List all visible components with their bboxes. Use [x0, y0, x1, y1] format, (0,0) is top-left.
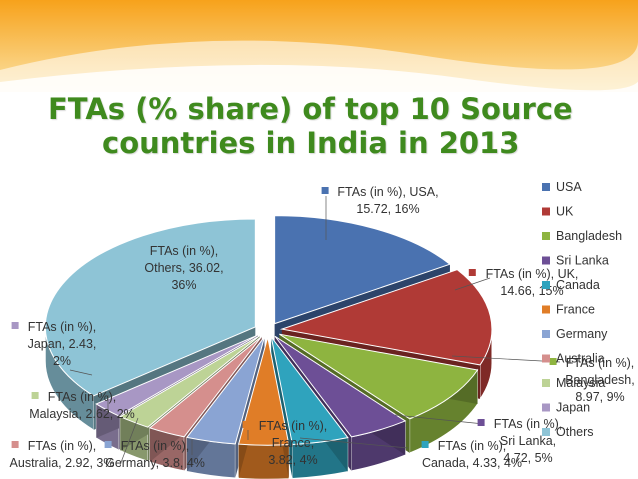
legend-swatch-sri-lanka	[542, 256, 550, 265]
label-swatch-bangladesh	[549, 358, 557, 365]
legend-item-sri-lanka: Sri Lanka	[556, 254, 609, 268]
data-label-uk-line-2: 14.66, 15%	[500, 284, 563, 298]
pie-tops	[44, 215, 493, 446]
legend-item-france: France	[556, 303, 595, 317]
legend-item-bangladesh: Bangladesh	[556, 229, 622, 243]
leader-line-japan	[69, 369, 93, 376]
label-swatch-germany	[104, 441, 112, 448]
title-line-1: FTAs (% share) of top 10 Source	[48, 92, 573, 126]
pie-slice-bangladesh[interactable]	[279, 333, 479, 420]
data-label-australia-line-2: Australia, 2.92, 3%	[10, 456, 115, 470]
label-swatch-malaysia	[31, 392, 39, 399]
leader-line-uk	[454, 277, 491, 291]
legend-swatch-malaysia	[542, 379, 550, 387]
pie-slice-malaysia[interactable]	[119, 335, 260, 428]
leader-line-australia	[119, 417, 139, 466]
legend-item-others: Others	[556, 425, 594, 439]
data-label-uk-line-1: FTAs (in %), UK,	[486, 267, 579, 281]
legend-item-malaysia: Malaysia	[556, 376, 605, 390]
data-label-germany-line-1: FTAs (in %),	[121, 439, 190, 453]
legend-swatch-canada	[542, 281, 550, 289]
label-swatch-usa	[321, 187, 329, 194]
legend-item-usa: USA	[556, 180, 582, 194]
legend-item-canada: Canada	[556, 278, 600, 292]
data-label-bangladesh-line-2: Bangladesh,	[565, 373, 635, 387]
label-swatch-france	[242, 421, 250, 428]
data-label-germany-line-2: Germany, 3.8, 4%	[105, 456, 205, 470]
data-label-sri-lanka-line-1: FTAs (in %),	[494, 417, 563, 431]
data-label-malaysia-line-1: FTAs (in %),	[48, 390, 117, 404]
label-swatch-australia	[11, 441, 19, 448]
data-label-japan-line-3: 2%	[53, 354, 71, 368]
data-label-others-line-1: FTAs (in %),	[150, 244, 219, 258]
label-swatch-uk	[468, 269, 476, 276]
decorative-banner	[0, 0, 638, 92]
pie-slice-canada[interactable]	[270, 336, 349, 445]
data-label-malaysia-line-2: Malaysia, 2.62, 2%	[29, 407, 135, 421]
legend-swatch-germany	[542, 330, 550, 338]
legend-swatch-others	[542, 428, 550, 436]
legend-swatch-usa	[542, 183, 550, 191]
legend-swatch-japan	[542, 403, 550, 412]
pie-slice-uk[interactable]	[279, 269, 493, 366]
legend-item-australia: Australia	[556, 352, 605, 366]
data-label-france-line-3: 3.82, 4%	[268, 453, 317, 467]
data-labels: FTAs (in %), USA, 15.72, 16% FTAs (in %), …	[10, 185, 635, 470]
data-label-usa-line-1: FTAs (in %), USA,	[337, 185, 438, 199]
data-label-bangladesh-line-1: FTAs (in %),	[566, 356, 635, 370]
data-label-bangladesh-line-3: 8.97, 9%	[575, 390, 624, 404]
pie-slice-japan[interactable]	[95, 334, 259, 417]
data-label-sri-lanka-line-3: 4.72, 5%	[503, 451, 552, 465]
data-label-japan-line-2: Japan, 2.43,	[28, 337, 97, 351]
data-label-france-line-2: France,	[272, 436, 314, 450]
data-label-japan-line-1: FTAs (in %),	[28, 320, 97, 334]
legend-swatch-bangladesh	[542, 232, 550, 240]
leader-line-canada	[299, 437, 409, 449]
legend-swatch-france	[542, 305, 550, 314]
data-label-canada-line-2: Canada, 4.33, 4%	[422, 456, 522, 470]
data-label-usa-line-2: 15.72, 16%	[356, 202, 419, 216]
pie-slice-usa[interactable]	[274, 215, 451, 325]
data-label-france-line-1: FTAs (in %),	[259, 419, 328, 433]
pie-slice-germany[interactable]	[186, 336, 265, 445]
data-label-sri-lanka-line-2: Sri Lanka,	[500, 434, 556, 448]
legend-item-japan: Japan	[556, 401, 590, 415]
legend-swatch-australia	[542, 354, 550, 363]
pie-slice-france[interactable]	[237, 337, 290, 446]
data-label-others-line-2: Others, 36.02,	[144, 261, 223, 275]
legend: USA UK Bangladesh Sri Lanka Canada France Germ…	[542, 180, 622, 439]
data-label-others-line-3: 36%	[171, 278, 196, 292]
label-swatch-sri-lanka	[477, 419, 485, 426]
pie-slice-sri-lanka[interactable]	[274, 335, 407, 438]
legend-item-germany: Germany	[556, 327, 608, 341]
data-label-canada-line-1: FTAs (in %),	[438, 439, 507, 453]
legend-item-uk: UK	[556, 205, 574, 219]
leader-line-sri-lanka	[394, 414, 485, 425]
label-swatch-canada	[421, 441, 429, 448]
title-line-2: countries in India in 2013	[102, 126, 520, 160]
legend-swatch-uk	[542, 207, 550, 216]
data-label-australia-line-1: FTAs (in %),	[28, 439, 97, 453]
label-swatch-japan	[11, 322, 19, 329]
pie-slice-australia[interactable]	[148, 336, 263, 438]
pie-slice-others[interactable]	[44, 218, 256, 397]
